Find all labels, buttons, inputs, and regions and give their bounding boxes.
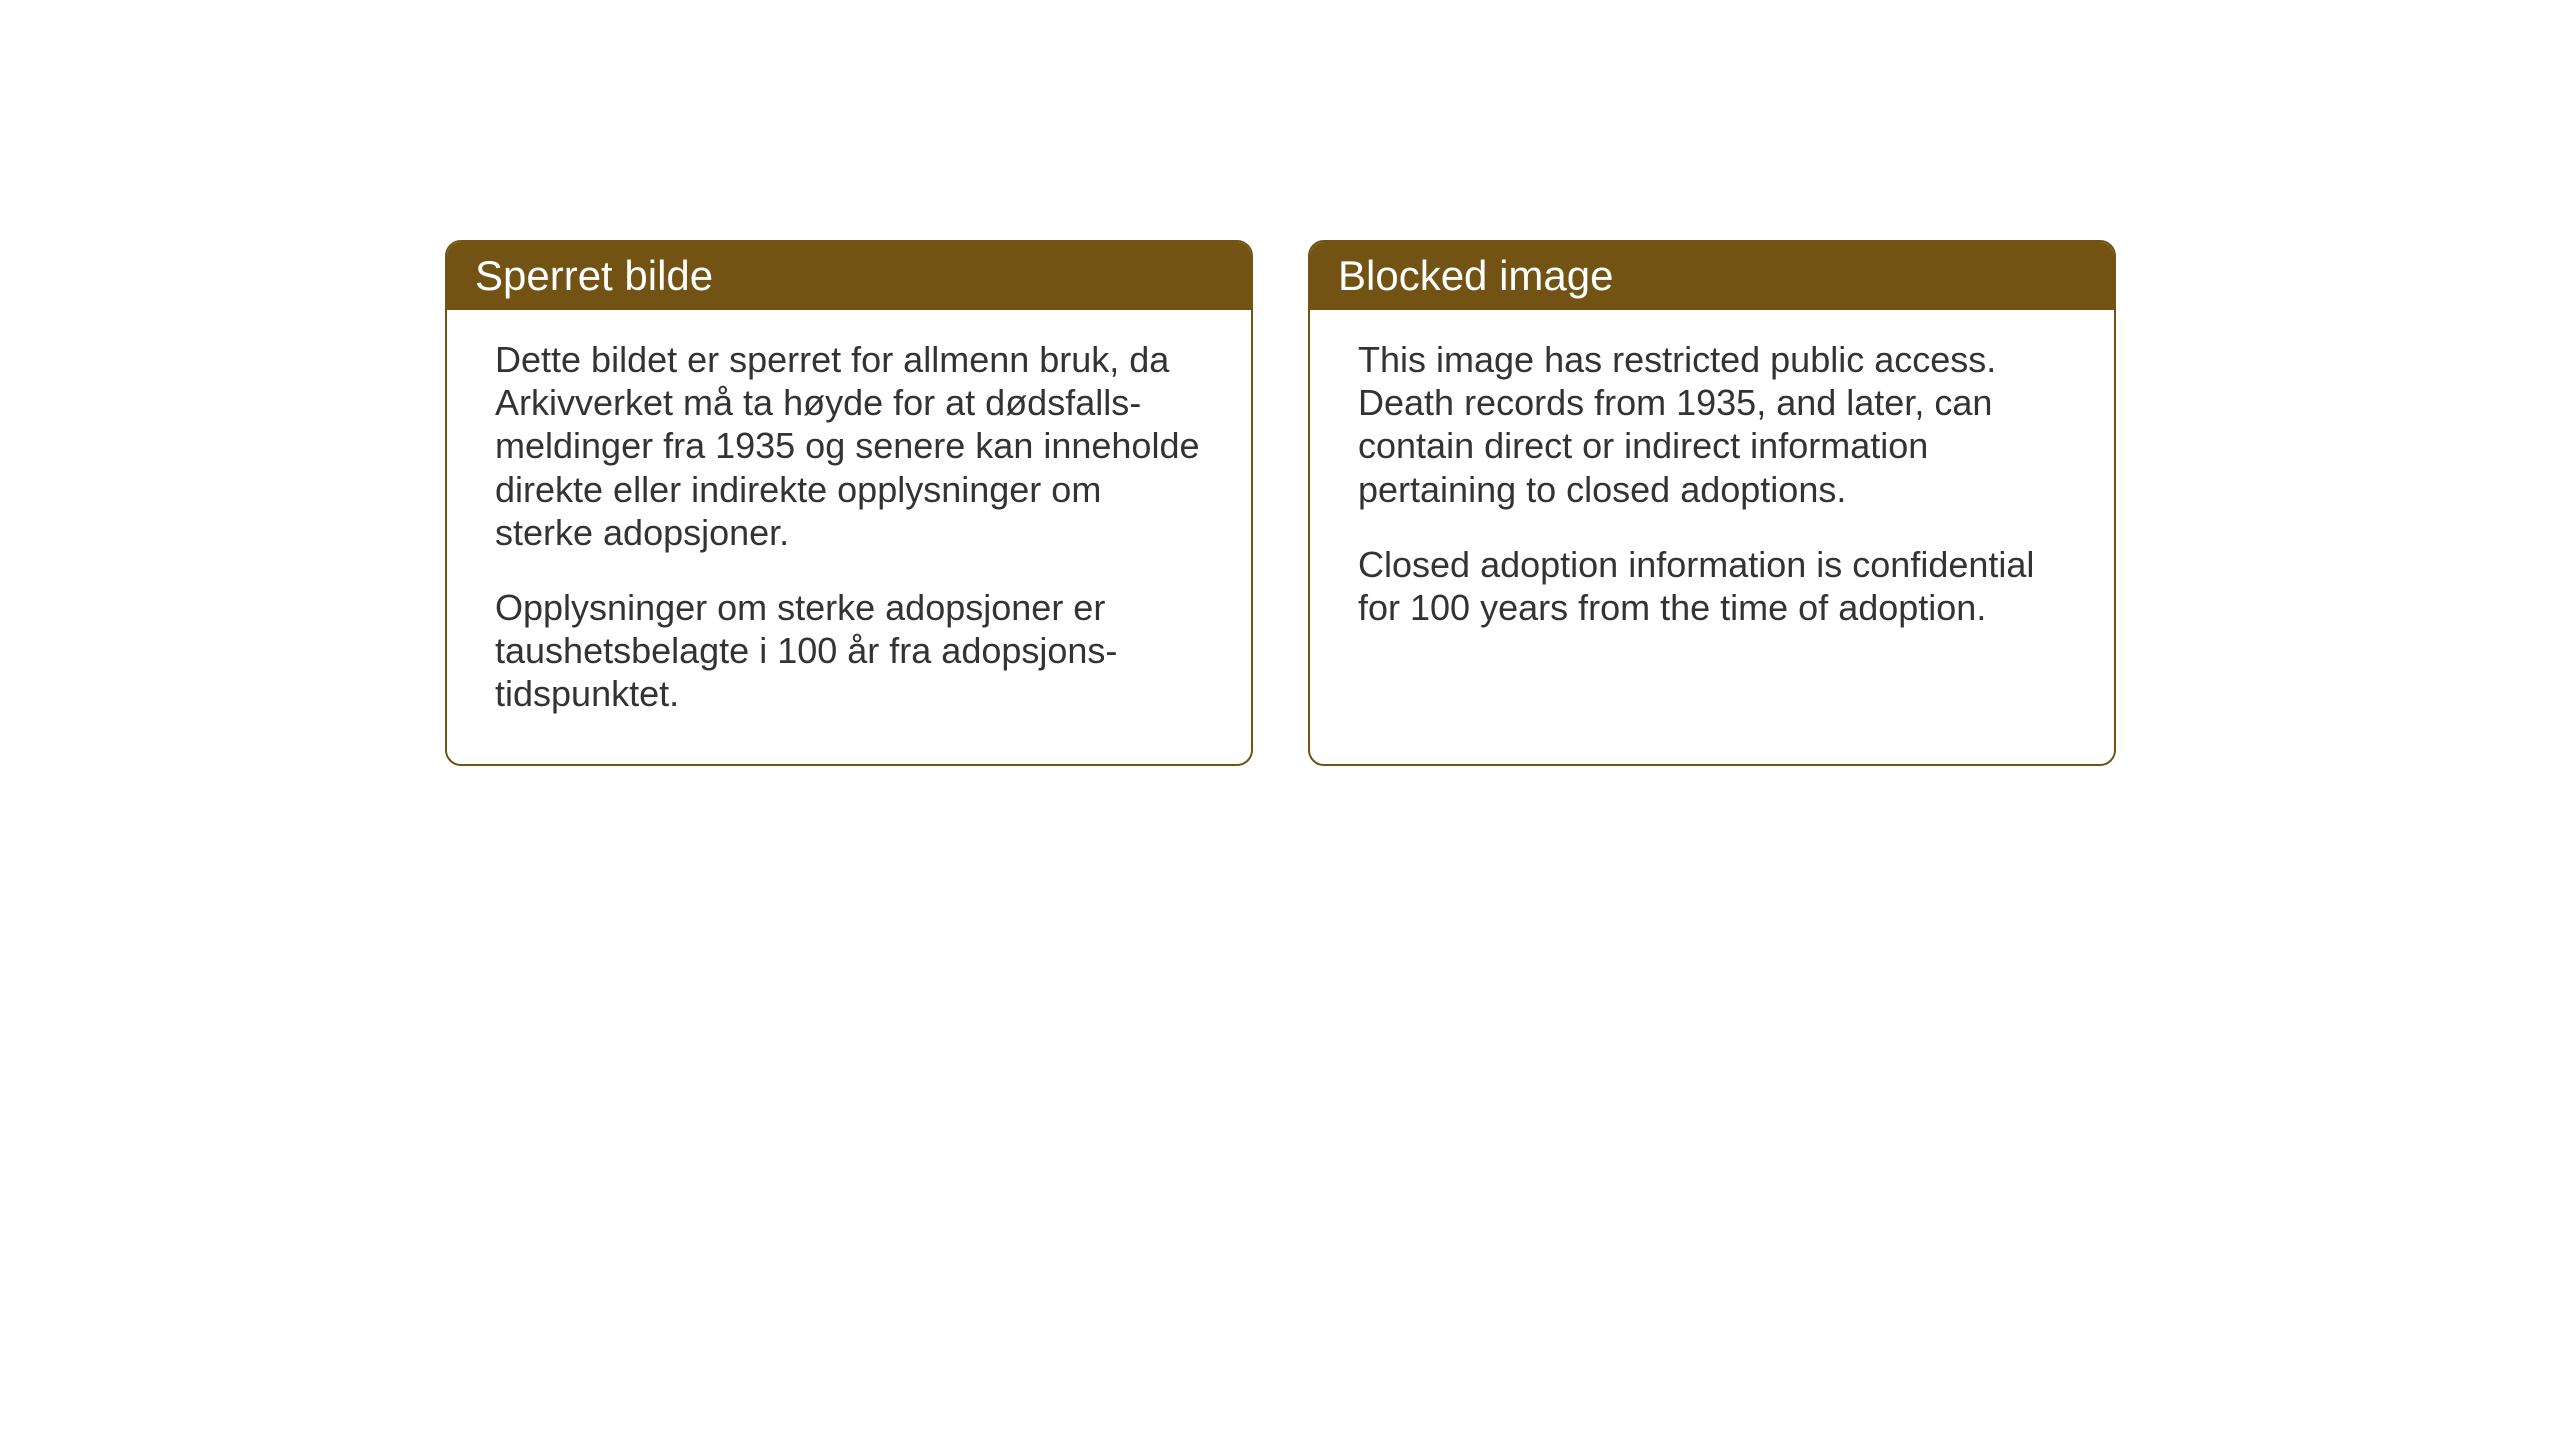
- norwegian-paragraph-1: Dette bildet er sperret for allmenn bruk…: [495, 338, 1203, 554]
- english-card: Blocked image This image has restricted …: [1308, 240, 2116, 766]
- norwegian-card-header: Sperret bilde: [447, 242, 1251, 310]
- cards-container: Sperret bilde Dette bildet er sperret fo…: [445, 240, 2116, 766]
- norwegian-card-body: Dette bildet er sperret for allmenn bruk…: [447, 310, 1251, 764]
- english-card-body: This image has restricted public access.…: [1310, 310, 2114, 677]
- english-paragraph-2: Closed adoption information is confident…: [1358, 543, 2066, 629]
- norwegian-paragraph-2: Opplysninger om sterke adopsjoner er tau…: [495, 586, 1203, 716]
- english-card-title: Blocked image: [1338, 252, 1613, 299]
- english-paragraph-1: This image has restricted public access.…: [1358, 338, 2066, 511]
- english-card-header: Blocked image: [1310, 242, 2114, 310]
- norwegian-card: Sperret bilde Dette bildet er sperret fo…: [445, 240, 1253, 766]
- norwegian-card-title: Sperret bilde: [475, 252, 713, 299]
